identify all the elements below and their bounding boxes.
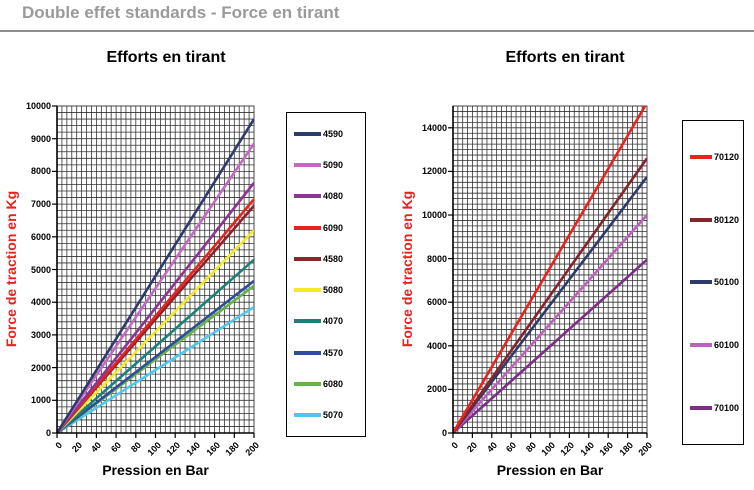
tick-marks [448,127,648,438]
legend-item: 80120 [690,215,741,225]
legend-swatch-line [294,256,321,261]
legend-item: 60100 [690,340,741,350]
y-tick-label: 2000 [30,362,51,373]
plot-area-left [52,105,255,438]
legend-swatch-line [294,350,321,355]
y-tick-label: 8000 [426,253,447,264]
legend-item: 5070 [294,410,363,420]
legend-label: 5080 [323,285,344,296]
legend-label: 4580 [323,253,344,264]
legend-label: 5090 [323,159,344,170]
y-tick-label: 10000 [25,101,51,111]
legend-label: 50100 [714,277,740,288]
y-tick-label: 5000 [30,264,51,275]
legend-item: 50100 [690,277,741,287]
series-line-4590 [57,118,254,433]
series-line-60100 [453,214,647,433]
legend-swatch-line [294,225,321,230]
legend-label: 4070 [323,316,344,327]
y-tick-label: 10000 [421,210,447,220]
legend-right: 70120 80120 50100 60100 70100 [682,120,744,445]
legend-swatch-line [294,288,321,293]
legend-item: 6090 [294,223,363,233]
y-tick-label: 14000 [421,122,447,133]
legend-label: 70100 [714,402,740,413]
legend-item: 4080 [294,191,363,201]
legend-item: 70120 [690,152,741,162]
legend-label: 4080 [323,191,344,202]
legend-item: 4570 [294,348,363,358]
legend-swatch-line [690,217,712,222]
legend-label: 80120 [714,214,740,225]
y-tick-label: 4000 [30,297,51,308]
series-line-5070 [57,306,254,433]
legend-item: 6080 [294,379,363,389]
y-tick-label: 9000 [30,133,51,144]
legend-label: 60100 [714,340,740,351]
tick-marks [52,105,255,438]
series-line-4070 [57,258,254,433]
y-tick-label: 7000 [30,199,51,210]
y-tick-label: 2000 [426,384,447,395]
y-tick-label: 8000 [30,166,51,177]
chart-title-right: Efforts en tirant [505,49,625,66]
legend-item: 5080 [294,285,363,295]
legend-label: 6090 [323,222,344,233]
legend-item: 70100 [690,403,741,413]
legend-swatch-line [294,382,321,387]
legend-label: 6080 [323,379,344,390]
plot-area-right [448,105,648,438]
legend-label: 4570 [323,347,344,358]
legend-label: 70120 [714,152,740,163]
legend-swatch-line [294,194,321,199]
legend-item: 4590 [294,129,363,139]
page-title: Double effet standards - Force en tirant [22,3,340,22]
series-line-4570 [57,279,254,433]
legend-swatch-line [294,162,321,167]
chart-title-left: Efforts en tirant [106,49,226,66]
series-line-5080 [57,229,254,433]
series-line-70120 [453,106,647,433]
legend-swatch-line [294,319,321,324]
legend-swatch-line [294,131,321,136]
y-tick-label: 1000 [30,395,51,406]
series-line-80120 [453,157,647,433]
series-line-5090 [57,142,254,433]
series-line-70100 [453,258,647,433]
series-line-50100 [453,176,647,433]
legend-item: 5090 [294,160,363,170]
x-axis-title-left: Pression en Bar [102,462,209,478]
y-tick-label: 6000 [426,297,447,308]
legend-item: 4580 [294,254,363,264]
legend-swatch-line [690,280,712,285]
legend-item: 4070 [294,316,363,326]
x-axis-title-right: Pression en Bar [496,462,604,478]
legend-left: 4590 5090 4080 6090 4580 5080 4070 4570 6080 5070 [286,112,366,437]
y-tick-label: 4000 [426,340,447,351]
legend-label: 5070 [323,410,344,421]
y-tick-label: 6000 [30,231,51,242]
y-tick-label: 3000 [30,329,51,340]
legend-swatch-line [690,405,712,410]
series-line-4080 [57,182,254,433]
y-tick-label: 0 [45,428,51,438]
title-underline [0,30,754,32]
legend-swatch-line [690,155,712,160]
legend-swatch-line [690,343,712,348]
series-line-6090 [57,198,254,433]
y-tick-label: 0 [441,428,447,438]
legend-swatch-line [294,413,321,418]
legend-label: 4590 [323,128,344,139]
y-tick-label: 12000 [421,166,447,177]
